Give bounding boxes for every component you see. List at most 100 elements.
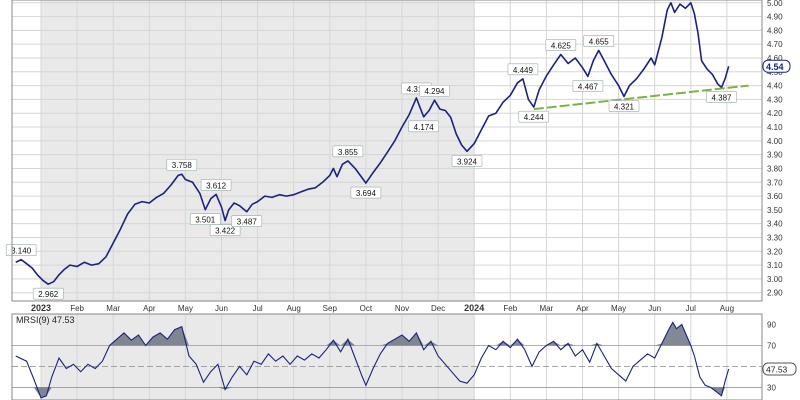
price-y-tick-label: 3.00 [767,275,783,284]
value-annotation: 4.311 [407,85,427,94]
x-tick-label: Nov [395,304,409,313]
value-annotation: 3.612 [206,181,227,190]
value-annotation: 4.321 [614,103,635,112]
x-tick-label: Apr [143,304,156,313]
price-y-tick-label: 3.30 [767,233,783,242]
x-tick-label: May [611,304,626,313]
price-y-tick-label: 3.70 [767,178,783,187]
price-plot-area [15,1,749,285]
price-y-tick-label: 3.80 [767,164,783,173]
price-y-tick-label: 4.70 [767,40,783,49]
last-price-marker [762,59,791,73]
value-annotation: 4.655 [589,37,610,46]
value-annotation-box [189,213,221,226]
value-annotation: 4.294 [424,87,445,96]
price-line [15,1,730,285]
x-tick-label: Feb [70,304,84,313]
price-y-tick-label: 3.20 [767,247,783,256]
x-tick-label: May [178,304,193,313]
rsi-plot-area [12,321,762,399]
price-y-tick-label: 5.00 [767,0,783,8]
price-y-tick-label: 4.90 [767,13,783,22]
price-y-tick-label: 2.90 [767,289,783,298]
value-annotation-box [608,100,640,112]
x-tick-label: Oct [360,304,373,313]
value-annotation: 3.758 [172,161,193,170]
price-y-tick-label: 3.40 [767,220,783,229]
x-tick-label: 2023 [31,303,51,313]
value-annotation-box [706,91,737,103]
value-annotation: 4.449 [513,66,534,75]
price-y-tick-label: 3.10 [767,261,783,270]
x-tick-label: Feb [503,304,517,313]
value-annotation-box [350,186,382,199]
value-annotation-box [408,120,439,133]
value-annotation-box [451,155,483,167]
x-tick-label: Sep [323,304,338,313]
x-tick-label: 2024 [464,303,484,313]
value-annotation-box [507,63,539,76]
rsi-y-tick-label: 30 [767,383,776,392]
price-y-tick-label: 4.00 [767,137,783,146]
value-annotation: 2.962 [38,290,59,299]
value-annotation: 3.501 [195,216,216,225]
value-annotation: 3.140 [11,247,32,256]
x-tick-label: Mar [540,304,554,313]
rsi-y-tick-label: 90 [767,320,776,329]
rsi-line [15,321,730,399]
last-price-label: 4.54 [766,62,784,72]
gridlines [12,0,762,400]
x-tick-label: Jun [215,304,228,313]
value-annotation: 3.422 [215,227,236,236]
rsi-y-tick-label: 70 [767,341,776,350]
value-annotation-box [572,80,604,92]
value-annotation-box [419,84,450,97]
value-annotation-box [332,145,364,158]
value-annotation: 4.387 [711,93,732,102]
x-tick-label: Aug [287,304,301,313]
value-annotation: 4.467 [578,82,599,91]
price-panel-border [11,0,763,302]
price-y-tick-label: 4.60 [767,54,783,63]
value-annotation-box [583,35,615,47]
x-tick-label: Mar [106,304,120,313]
price-y-tick-label: 3.60 [767,192,783,201]
value-annotation-box [166,158,198,171]
rsi-panel [12,321,762,399]
value-annotation-box [200,179,232,191]
value-annotation-box [209,224,241,236]
trendline [533,84,749,111]
rsi-panel-border [11,313,763,400]
price-y-tick-label: 4.20 [767,109,783,118]
value-annotation: 4.625 [551,42,572,51]
last-rsi-label: 47.53 [766,365,788,375]
value-annotation: 3.855 [338,148,359,157]
x-tick-label: Jul [252,304,262,313]
value-annotation-box [32,287,64,300]
value-annotation-box [545,39,577,51]
price-y-tick-label: 4.80 [767,26,783,35]
x-tick-label: Jun [648,304,661,313]
value-annotation-box [231,215,263,227]
value-annotation-box [5,244,37,256]
rsi-panel-title: MRSI(9) 47.53 [16,315,75,325]
value-annotation: 4.174 [414,123,435,132]
price-y-tick-label: 4.30 [767,95,783,104]
last-rsi-marker [762,362,797,376]
value-annotation: 3.694 [356,189,377,198]
axes: 2.90 3.00 3.10 3.20 3.30 3.40 3.50 3.60 3.70 3.80… [11,0,797,400]
value-annotation-box [518,110,550,123]
price-y-tick-label: 3.90 [767,151,783,160]
x-tick-label: Dec [431,304,445,313]
price-y-tick-label: 3.50 [767,206,783,215]
x-tick-label: Jul [686,304,696,313]
value-annotation: 3.924 [457,157,478,166]
value-annotation: 3.487 [237,218,258,227]
x-tick-label: Aug [720,304,734,313]
price-y-tick-label: 4.10 [767,123,783,132]
value-annotation: 4.244 [524,113,545,122]
x-tick-label: Apr [576,304,589,313]
price-y-tick-label: 4.40 [767,82,783,91]
